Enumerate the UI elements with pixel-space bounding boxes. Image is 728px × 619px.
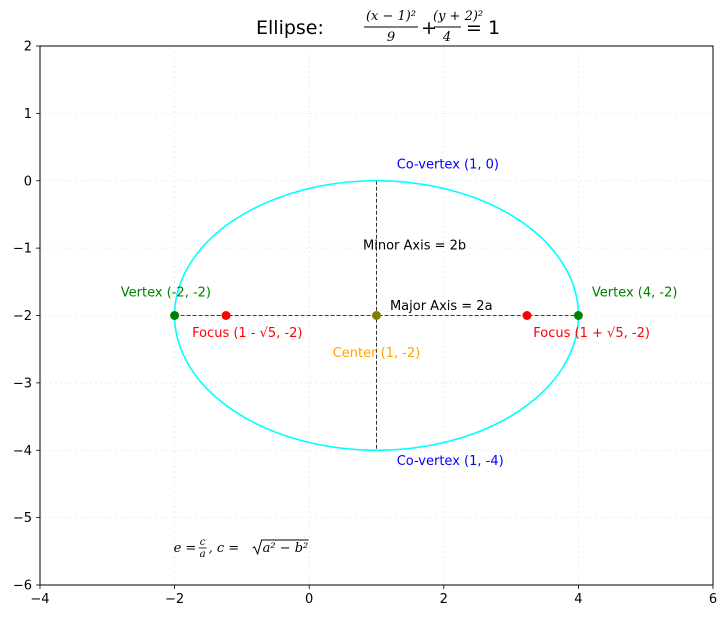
x-tick-label: −2 — [165, 592, 184, 607]
formula-sqrt-sign — [252, 539, 309, 556]
formula-sep: , c = — [209, 541, 240, 556]
x-tick-label: 0 — [305, 592, 313, 607]
formula-e: e = — [174, 541, 197, 556]
data-point — [372, 311, 381, 320]
y-tick-label: −3 — [13, 376, 32, 391]
y-tick-label: −4 — [13, 444, 32, 459]
y-tick-label: −1 — [13, 242, 32, 257]
title-frac2-num: (y + 2)² — [433, 9, 483, 24]
tick-layer: −4 −2 0 2 4 6 −6 −5 −4 −3 −2 −1 0 1 2 — [13, 40, 717, 608]
y-tick-label: 1 — [24, 107, 32, 122]
annotation-label: Focus (1 + √5, -2) — [533, 326, 650, 341]
x-tick-label: 6 — [709, 592, 717, 607]
chart-title: Ellipse: (x − 1)² 9 + (y + 2)² 4 = 1 — [256, 9, 500, 45]
y-tick-label: −2 — [13, 309, 32, 324]
title-prefix: Ellipse: — [256, 17, 324, 39]
y-tick-label: −6 — [13, 579, 32, 594]
data-point — [170, 311, 180, 320]
annotation-label: Focus (1 - √5, -2) — [192, 326, 302, 341]
y-tick-label: 0 — [24, 174, 32, 189]
title-frac1-den: 9 — [387, 30, 395, 45]
annotation-label: Vertex (-2, -2) — [121, 285, 211, 300]
x-tick-label: −4 — [30, 592, 49, 607]
points-layer — [170, 311, 583, 320]
annotation-label: Major Axis = 2a — [390, 299, 493, 314]
annotation-label: Center (1, -2) — [333, 346, 421, 361]
title-rhs: = 1 — [466, 17, 500, 39]
formula-radicand: a² − b² — [263, 541, 309, 556]
annotation-label: Co-vertex (1, 0) — [397, 157, 499, 172]
title-frac2-den: 4 — [442, 30, 451, 45]
x-tick-label: 4 — [574, 592, 582, 607]
annotation-label: Minor Axis = 2b — [363, 238, 466, 253]
formula-c: c — [200, 537, 206, 548]
title-plus: + — [421, 17, 437, 39]
annotation-label: Co-vertex (1, -4) — [397, 454, 504, 469]
x-tick-label: 2 — [440, 592, 448, 607]
data-point — [221, 311, 231, 320]
annotations-layer: Center (1, -2) Vertex (-2, -2) Vertex (4, … — [121, 157, 678, 468]
data-point — [522, 311, 532, 320]
annotation-label: Vertex (4, -2) — [592, 285, 678, 300]
formula-a: a — [200, 549, 206, 560]
eccentricity-formula: e = c a , c = a² − b² — [174, 537, 309, 560]
title-frac1-num: (x − 1)² — [366, 9, 416, 24]
data-point — [573, 311, 583, 320]
y-tick-label: 2 — [24, 40, 32, 55]
y-tick-label: −5 — [13, 511, 32, 526]
